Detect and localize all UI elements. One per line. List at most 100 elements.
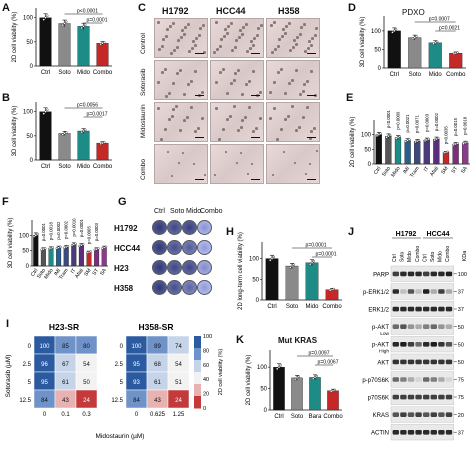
- spheroid: [298, 126, 301, 129]
- spheroid: [273, 21, 276, 24]
- spheroid: [167, 151, 169, 153]
- bar: [414, 140, 421, 165]
- exposure-label: High: [379, 349, 389, 355]
- data-point: [63, 22, 66, 25]
- panel-label: A: [2, 2, 10, 14]
- bar: [385, 135, 392, 165]
- bar: [433, 138, 440, 165]
- spheroid: [255, 127, 258, 130]
- spheroid: [245, 83, 248, 86]
- data-point: [103, 141, 106, 144]
- spheroid: [179, 69, 182, 72]
- row-label: Combo: [140, 159, 147, 180]
- colorbar-label: 2D cell viability (%): [218, 349, 224, 396]
- kda-label: 20: [458, 413, 464, 419]
- bar: [327, 390, 339, 411]
- spheroid: [233, 79, 236, 82]
- spheroid: [291, 79, 294, 82]
- spheroid: [195, 37, 198, 40]
- spheroid: [234, 72, 237, 75]
- spheroid: [285, 25, 288, 28]
- spheroid: [219, 71, 222, 74]
- x-tick-label: Ctrl: [41, 70, 50, 76]
- bar: [78, 244, 84, 267]
- row-label: H1792: [114, 224, 138, 233]
- spheroid: [252, 130, 255, 133]
- spheroid: [236, 162, 238, 164]
- spheroid: [202, 24, 205, 27]
- x-tick-label: SA: [460, 165, 469, 175]
- x-tick-label: IT: [70, 267, 78, 275]
- data-point: [32, 235, 36, 238]
- blot-band: [445, 412, 453, 417]
- heatmap-value: 84: [41, 398, 48, 404]
- spheroid: [280, 68, 283, 71]
- spheroid: [226, 118, 229, 121]
- data-point: [44, 110, 47, 113]
- scale-bar: [251, 94, 260, 96]
- bar-chart-d: 3D cell viability (%) 0 50 100 Ctrl Soto Mido C…: [360, 16, 466, 78]
- blot-band: [415, 324, 422, 329]
- heatmap-value: 61: [62, 380, 69, 386]
- heatmap-value: 100: [131, 344, 142, 350]
- data-point: [84, 23, 87, 26]
- micrograph: [210, 18, 264, 58]
- blot-band: [415, 412, 422, 417]
- y-tick-label: 5: [120, 380, 124, 386]
- spheroid: [252, 44, 255, 47]
- column-header: Ctrl: [154, 208, 165, 215]
- spheroid: [293, 39, 296, 42]
- panel-label: H: [226, 226, 234, 238]
- bar: [387, 30, 401, 69]
- bar-chart-a: 2D cell viability (%) 0 50 100 Ctrl Soto Mido C…: [12, 8, 113, 76]
- x-tick-label: Ctrl: [267, 304, 276, 310]
- x-tick-label: Tram: [58, 268, 70, 281]
- spheroid: [222, 68, 225, 71]
- spheroid: [188, 50, 191, 53]
- spheroid: [233, 105, 236, 108]
- protein-label: KRAS: [373, 413, 389, 419]
- data-point: [311, 377, 315, 380]
- kda-label: 75: [458, 378, 464, 384]
- bar: [449, 52, 463, 69]
- spheroid: [173, 49, 176, 52]
- y-tick-label: 0: [378, 66, 382, 72]
- blot-band: [415, 359, 422, 365]
- x-tick-label: ST: [451, 165, 460, 175]
- p-value-label: p=0.0003: [94, 222, 99, 241]
- heatmap-title: H358-SR: [139, 322, 174, 332]
- data-point: [46, 108, 49, 111]
- p-value-label: p=0.0018: [49, 222, 54, 241]
- data-point: [313, 376, 317, 379]
- data-point: [406, 139, 409, 142]
- x-tick-label: Soto: [409, 72, 422, 78]
- spheroid: [315, 27, 318, 30]
- data-point: [432, 42, 435, 45]
- scale-bar: [307, 52, 316, 54]
- p-value-label: p=0.0018: [463, 116, 468, 135]
- blot-strip: [390, 388, 454, 405]
- chart-title: Mut KRAS: [278, 336, 318, 345]
- column-header: Soto: [170, 208, 185, 215]
- blot-band: [407, 289, 415, 294]
- p-value-label: p=0.0001: [79, 218, 84, 237]
- blot-band: [400, 342, 407, 347]
- data-point: [385, 136, 388, 139]
- bar: [325, 289, 339, 301]
- well: [152, 240, 167, 255]
- spheroid: [295, 69, 298, 72]
- spheroid: [222, 128, 225, 131]
- panel-label: F: [2, 196, 9, 208]
- blot-band: [438, 359, 445, 365]
- data-point: [297, 375, 301, 378]
- data-point: [270, 257, 274, 260]
- p-value-label: p=0.0067: [318, 360, 339, 366]
- spheroid: [201, 91, 204, 94]
- spheroid: [292, 46, 295, 49]
- spheroid: [165, 95, 168, 98]
- lane-label: Mido: [407, 251, 413, 262]
- bar: [58, 133, 71, 161]
- blot-band: [415, 306, 422, 312]
- well: [197, 280, 212, 295]
- blot-band: [423, 342, 430, 347]
